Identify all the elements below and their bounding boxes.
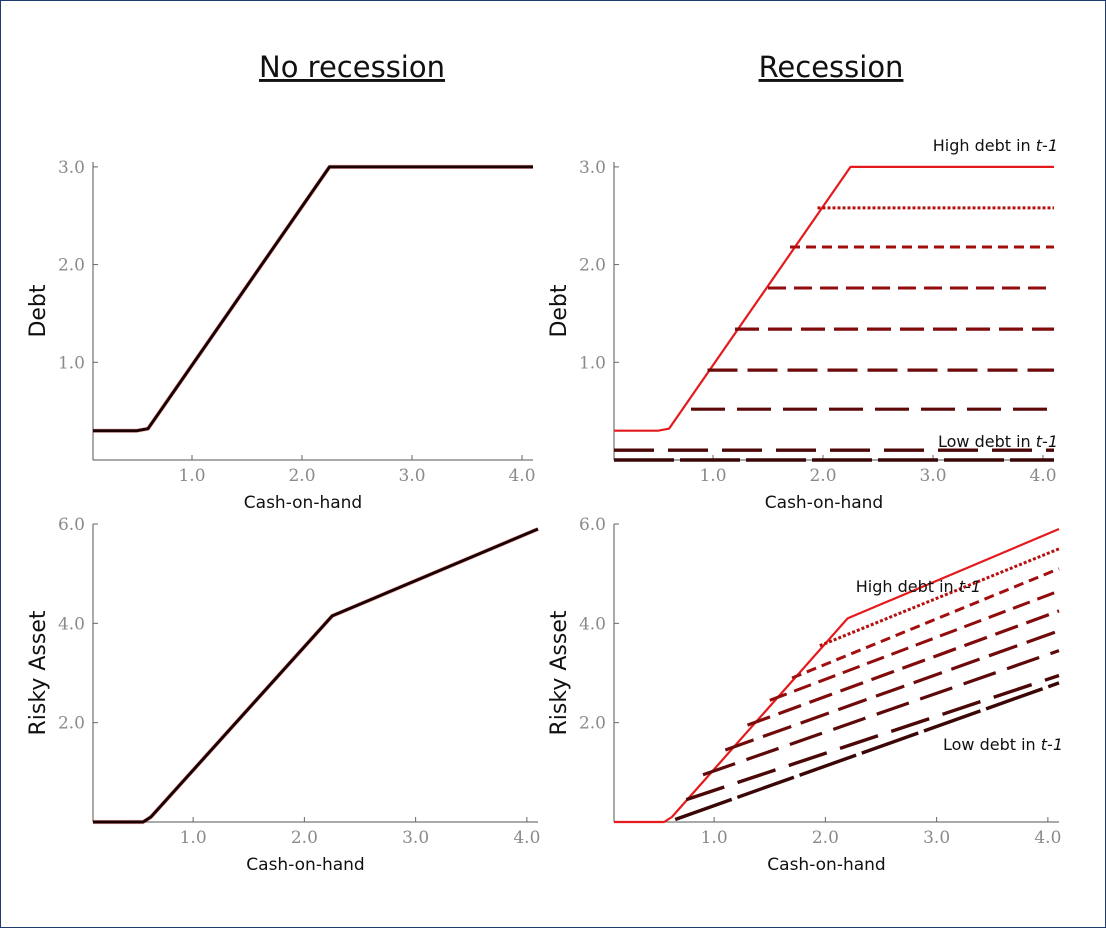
annotation-low-debt-bottom: Low debt in t-1 xyxy=(943,735,1063,754)
y-tick-label: 6.0 xyxy=(58,515,85,535)
y-tick-label: 1.0 xyxy=(58,353,85,373)
x-tick-label: 4.0 xyxy=(1034,828,1061,848)
annotation-high-debt-bottom: High debt in t-1 xyxy=(856,577,981,596)
y-tick-label: 4.0 xyxy=(58,614,85,634)
series-underlay xyxy=(93,527,539,825)
x-tick-label: 2.0 xyxy=(812,828,839,848)
series-line-0 xyxy=(614,165,1054,432)
chart-debt-recession: 1.0 2.0 3.0 4.0 1.0 2.0 3.0 Cash-on-hand Debt xyxy=(547,158,1057,513)
series-line-5 xyxy=(724,629,1060,752)
y-tick-label: 6.0 xyxy=(579,515,606,535)
x-axis-label: Cash-on-hand xyxy=(765,493,883,513)
y-axis-label: Risky Asset xyxy=(547,610,572,735)
y-tick-label: 3.0 xyxy=(579,158,606,178)
chart-risky-recession: 1.0 2.0 3.0 4.0 2.0 4.0 6.0 Cash-on-hand Risky A… xyxy=(547,515,1061,875)
x-tick-label: 3.0 xyxy=(923,828,950,848)
x-tick-label: 1.0 xyxy=(178,466,205,486)
annotation-high-debt-top: High debt in t-1 xyxy=(933,136,1058,155)
title-no-recession: No recession xyxy=(259,50,445,84)
series-line-7 xyxy=(685,673,1060,802)
x-tick-label: 3.0 xyxy=(402,828,429,848)
y-axis-label: Debt xyxy=(547,284,572,337)
series-line-0 xyxy=(93,165,533,433)
y-tick-label: 3.0 xyxy=(58,158,85,178)
x-tick-label: 3.0 xyxy=(919,466,946,486)
series-line-4 xyxy=(746,609,1060,727)
chart-debt-no-recession: 1.0 2.0 3.0 4.0 1.0 2.0 3.0 Cash-on-hand Debt xyxy=(26,158,536,513)
x-tick-label: 3.0 xyxy=(398,466,425,486)
series-line-0 xyxy=(614,527,1060,824)
y-tick-label: 2.0 xyxy=(579,714,606,734)
annotation-low-debt-top: Low debt in t-1 xyxy=(938,432,1058,451)
x-tick-label: 1.0 xyxy=(701,828,728,848)
x-axis-label: Cash-on-hand xyxy=(246,855,364,875)
y-tick-label: 2.0 xyxy=(58,256,85,276)
series-line-6 xyxy=(702,649,1060,777)
x-tick-label: 1.0 xyxy=(180,828,207,848)
series-line-1 xyxy=(819,547,1060,648)
x-tick-label: 2.0 xyxy=(809,466,836,486)
x-tick-label: 2.0 xyxy=(291,828,318,848)
x-axis-label: Cash-on-hand xyxy=(244,493,362,513)
y-axis-label: Risky Asset xyxy=(26,610,51,735)
x-tick-label: 2.0 xyxy=(288,466,315,486)
y-tick-label: 2.0 xyxy=(579,256,606,276)
series-underlay xyxy=(93,164,533,433)
series-line-0 xyxy=(93,527,539,824)
y-tick-label: 1.0 xyxy=(579,353,606,373)
chart-risky-no-recession: 1.0 2.0 3.0 4.0 2.0 4.0 6.0 Cash-on-hand Risky A… xyxy=(26,515,540,875)
x-tick-label: 4.0 xyxy=(508,466,535,486)
y-axis-label: Debt xyxy=(26,284,51,337)
x-tick-label: 1.0 xyxy=(699,466,726,486)
series-line-8 xyxy=(674,681,1060,822)
x-tick-label: 4.0 xyxy=(1029,466,1056,486)
y-tick-label: 4.0 xyxy=(579,614,606,634)
x-axis-label: Cash-on-hand xyxy=(767,855,885,875)
y-tick-label: 2.0 xyxy=(58,714,85,734)
x-tick-label: 4.0 xyxy=(513,828,540,848)
series-line-2 xyxy=(791,567,1060,680)
title-recession: Recession xyxy=(759,50,904,84)
